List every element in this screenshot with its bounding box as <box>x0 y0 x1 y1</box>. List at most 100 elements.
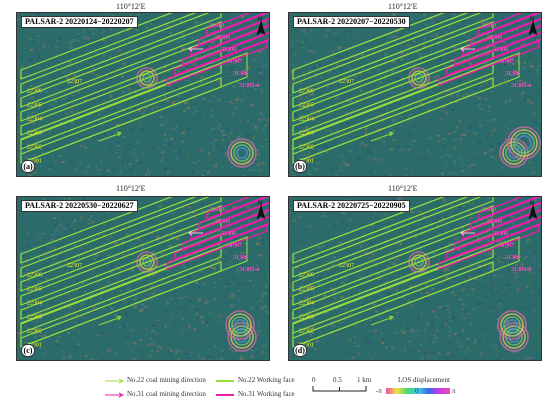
no22-face-label: 22301 <box>299 158 314 164</box>
no31-face-label: 31310 <box>209 23 224 29</box>
no22-direction-arrow <box>370 315 394 326</box>
no22-face-label: 22307 <box>339 263 354 269</box>
subsidence-fringe <box>497 310 527 340</box>
no22-face-label: 22303 <box>27 130 42 136</box>
svg-text:N: N <box>530 17 534 23</box>
no31-face-label: 31309 <box>215 219 230 225</box>
no22-face-label: 22306 <box>27 88 42 94</box>
no31-face-label: 31305-4 <box>511 267 531 273</box>
no22-direction-swatch <box>105 378 124 384</box>
no22-face-label: 22305 <box>299 286 314 292</box>
no31-face-label: 31307 <box>227 243 242 249</box>
svg-text:N: N <box>258 17 262 23</box>
no22-face-label: 22302 <box>27 328 42 334</box>
no31-face-label: 31309 <box>487 35 502 41</box>
no31-working-face <box>454 25 541 67</box>
no31-face-label: 31307 <box>499 59 514 65</box>
no22-face-label: 22302 <box>299 144 314 150</box>
panel-label: (a) <box>21 160 35 173</box>
north-arrow-icon: N <box>528 201 538 220</box>
no22-direction-arrow <box>370 131 394 142</box>
lat-label-left-bottom: 39°26′N <box>0 255 2 282</box>
no31-direction-arrow <box>460 230 475 236</box>
scale-label-end: 1 km <box>357 376 372 384</box>
no22-face-label: 22301 <box>299 342 314 348</box>
no31-working-face <box>462 202 541 241</box>
no22-face-label: 22306 <box>299 272 314 278</box>
no31-working-face <box>182 25 269 67</box>
mining-area-outline <box>292 52 520 164</box>
svg-text:N: N <box>530 201 534 207</box>
los-title: LOS displacement <box>398 376 450 384</box>
interferogram-panel-c: 22301 22302 22303 22304 22305 22306 22307 31310… <box>16 196 270 361</box>
panel-map: 22301 22302 22303 22304 22305 22306 22307 31310… <box>17 13 269 176</box>
no31-working-face <box>446 32 541 77</box>
legend: No.22 coal mining direction No.31 coal m… <box>0 368 550 415</box>
no22-face-label: 22306 <box>27 272 42 278</box>
no31-face-label: 31308 <box>493 231 508 237</box>
mining-area-outline <box>20 52 248 164</box>
subsidence-fringe <box>507 126 541 160</box>
panel-map: 22301 22302 22303 22304 22305 22306 22307 31310… <box>289 197 541 360</box>
no22-face-label: 22305 <box>27 286 42 292</box>
no22-face-label: 22305 <box>299 102 314 108</box>
no22-direction-arrow <box>98 131 122 142</box>
no22-face-label: 22305 <box>27 102 42 108</box>
no22-working-face <box>292 197 469 264</box>
lon-label-bottom-right: 110°12′E <box>388 184 418 193</box>
no31-direction-arrow <box>188 46 203 52</box>
legend-no31-face: No.31 Working face <box>238 390 295 398</box>
no31-working-face <box>190 202 269 241</box>
no22-working-face <box>20 197 197 264</box>
no22-working-face <box>20 13 222 94</box>
interferogram-panel-a: 22301 22302 22303 22304 22305 22306 22307 31310… <box>16 12 270 177</box>
no31-working-face <box>478 197 539 221</box>
no31-working-face <box>206 197 267 221</box>
interferogram-panel-b: 22301 22302 22303 22304 22305 22306 22307 31310… <box>288 12 542 177</box>
mining-area-outline <box>20 236 248 348</box>
no31-face-label: 31308 <box>221 47 236 53</box>
subsidence-fringe <box>136 67 158 89</box>
panel-title: PALSAR-2 20220725−20220905 <box>293 200 410 212</box>
no22-working-face <box>292 21 494 108</box>
no31-face-label: 31310 <box>481 23 496 29</box>
legend-no22-face: No.22 Working face <box>238 376 295 384</box>
no22-face-label: 22307 <box>67 79 82 85</box>
lat-label-left-top: 39°26′N <box>0 73 2 100</box>
no22-working-face <box>20 205 222 292</box>
no22-face-label: 22304 <box>27 116 42 122</box>
no31-face-label: 31310 <box>209 207 224 213</box>
subsidence-fringe <box>408 67 430 89</box>
lon-label-top-left: 110°12′E <box>116 2 146 11</box>
lon-label-top-right: 110°12′E <box>388 2 418 11</box>
no22-working-face <box>20 13 197 80</box>
no31-working-face <box>182 209 269 251</box>
no22-face-label: 22301 <box>27 158 42 164</box>
no31-face-label: 31305-4 <box>239 83 259 89</box>
no31-working-face <box>438 223 540 271</box>
no31-working-face <box>198 13 269 47</box>
legend-no31-direction: No.31 coal mining direction <box>127 390 206 398</box>
no31-working-face <box>166 223 268 271</box>
scale-bar <box>312 386 367 392</box>
panel-title: PALSAR-2 20220207−20220530 <box>293 16 410 28</box>
no31-working-face <box>174 32 269 77</box>
no22-face-label: 22303 <box>27 314 42 320</box>
no22-face-label: 22304 <box>299 116 314 122</box>
no31-working-face <box>190 18 269 57</box>
no31-face-label: 31305-4 <box>511 83 531 89</box>
no22-working-face <box>20 21 222 108</box>
panel-title: PALSAR-2 20220124−20220207 <box>21 16 138 28</box>
svg-text:N: N <box>258 201 262 207</box>
no31-working-face <box>174 216 269 261</box>
no31-working-face <box>206 13 267 37</box>
panel-label: (d) <box>293 344 307 357</box>
los-max-label: π <box>452 387 456 395</box>
panel-map: 22301 22302 22303 22304 22305 22306 22307 31310… <box>17 197 269 360</box>
no22-face-label: 22307 <box>339 79 354 85</box>
no31-direction-arrow <box>460 46 475 52</box>
no22-working-face <box>292 13 494 94</box>
no31-working-face <box>478 13 539 37</box>
no31-working-face <box>462 18 541 57</box>
panel-title: PALSAR-2 20220530−20220627 <box>21 200 138 212</box>
